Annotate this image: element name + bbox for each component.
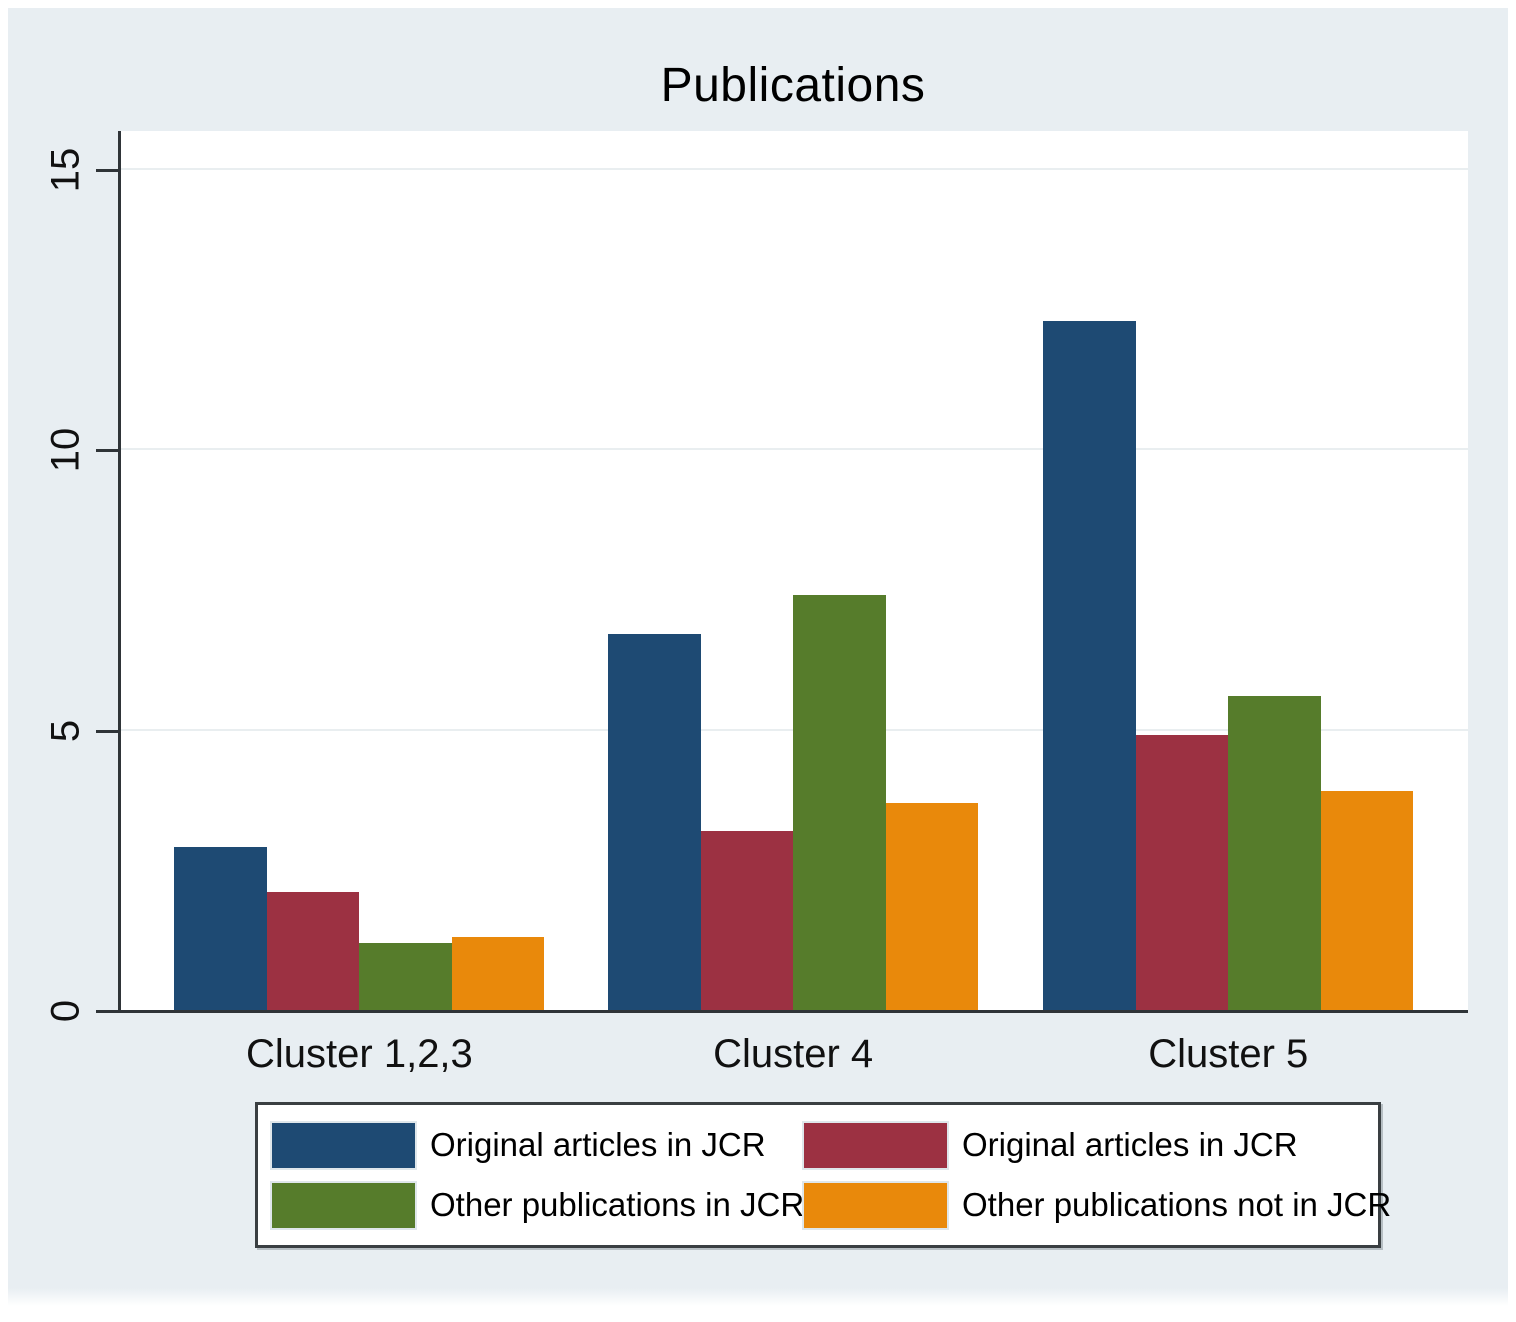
bar-cluster-1-2-3-series4	[451, 937, 545, 1010]
plot-area	[118, 131, 1468, 1013]
y-tick-label-0: 0	[43, 999, 88, 1023]
bar-cluster-5-series2	[1135, 735, 1229, 1010]
y-tick-10	[96, 449, 118, 453]
legend-entry-2: Original articles in JCR	[802, 1120, 1391, 1170]
bar-cluster-5-series1	[1043, 320, 1136, 1010]
legend-swatch-1	[270, 1120, 417, 1170]
legend-entry-3: Other publications in JCR	[270, 1180, 805, 1230]
y-tick-label-15: 15	[43, 147, 88, 193]
figure-background-fade	[8, 1288, 1508, 1306]
chart-title: Publications	[660, 59, 926, 112]
bar-cluster-4-series1	[608, 634, 701, 1010]
y-tick-0	[96, 1010, 118, 1013]
legend-swatch-2	[802, 1120, 949, 1170]
legend-label-3: Other publications in JCR	[430, 1186, 805, 1223]
x-label-1: Cluster 1,2,3	[246, 1032, 473, 1076]
legend-swatch-4	[802, 1180, 949, 1230]
bar-cluster-1-2-3-series2	[266, 892, 360, 1010]
bar-cluster-4-series4	[885, 802, 979, 1010]
gridline-y15	[121, 168, 1468, 171]
legend-label-4: Other publications not in JCR	[962, 1186, 1392, 1223]
legend-entry-1: Original articles in JCR	[270, 1120, 804, 1170]
legend-entry-4: Other publications not in JCR	[802, 1180, 1392, 1230]
bar-cluster-1-2-3-series1	[174, 847, 267, 1010]
y-tick-5	[96, 729, 118, 733]
bar-cluster-4-series2	[700, 830, 794, 1010]
bar-cluster-5-series4	[1320, 791, 1414, 1010]
gridline-y10	[121, 448, 1468, 451]
bar-plot	[121, 131, 1468, 1010]
legend-label-1: Original articles in JCR	[430, 1126, 766, 1163]
bar-cluster-4-series3	[793, 595, 886, 1010]
y-tick-label-10: 10	[43, 428, 88, 473]
y-tick-15	[96, 169, 118, 173]
legend-label-2: Original articles in JCR	[962, 1126, 1298, 1163]
legend-swatch-3	[270, 1180, 417, 1230]
x-label-2: Cluster 4	[713, 1032, 874, 1076]
bar-cluster-1-2-3-series3	[359, 942, 452, 1010]
bar-cluster-5-series3	[1228, 696, 1321, 1010]
x-label-3: Cluster 5	[1148, 1032, 1309, 1076]
legend-box: Original articles in JCR Original article…	[255, 1102, 1391, 1248]
y-tick-label-5: 5	[43, 719, 88, 742]
